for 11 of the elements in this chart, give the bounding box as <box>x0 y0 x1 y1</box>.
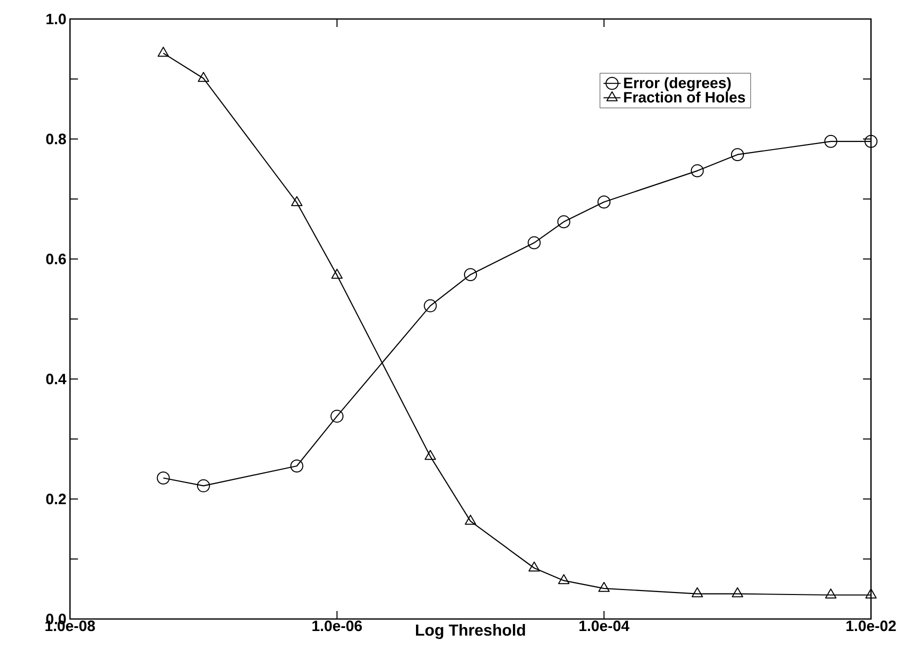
x-tick-label: 1.0e-04 <box>579 620 630 632</box>
legend-label: Error (degrees) <box>624 77 731 92</box>
y-tick-label: 1.0 <box>46 14 66 24</box>
legend-label: Fraction of Holes <box>624 92 746 103</box>
y-tick-label: 0.2 <box>46 494 66 504</box>
y-tick-label: 0.6 <box>46 254 66 264</box>
x-axis-title: Log Threshold <box>416 624 525 639</box>
y-tick-label: 0.4 <box>46 374 66 384</box>
x-tick-label: 1.0e-06 <box>312 620 362 632</box>
x-tick-label: 1.0e-02 <box>846 620 896 632</box>
y-tick-label: 0.8 <box>46 134 66 144</box>
